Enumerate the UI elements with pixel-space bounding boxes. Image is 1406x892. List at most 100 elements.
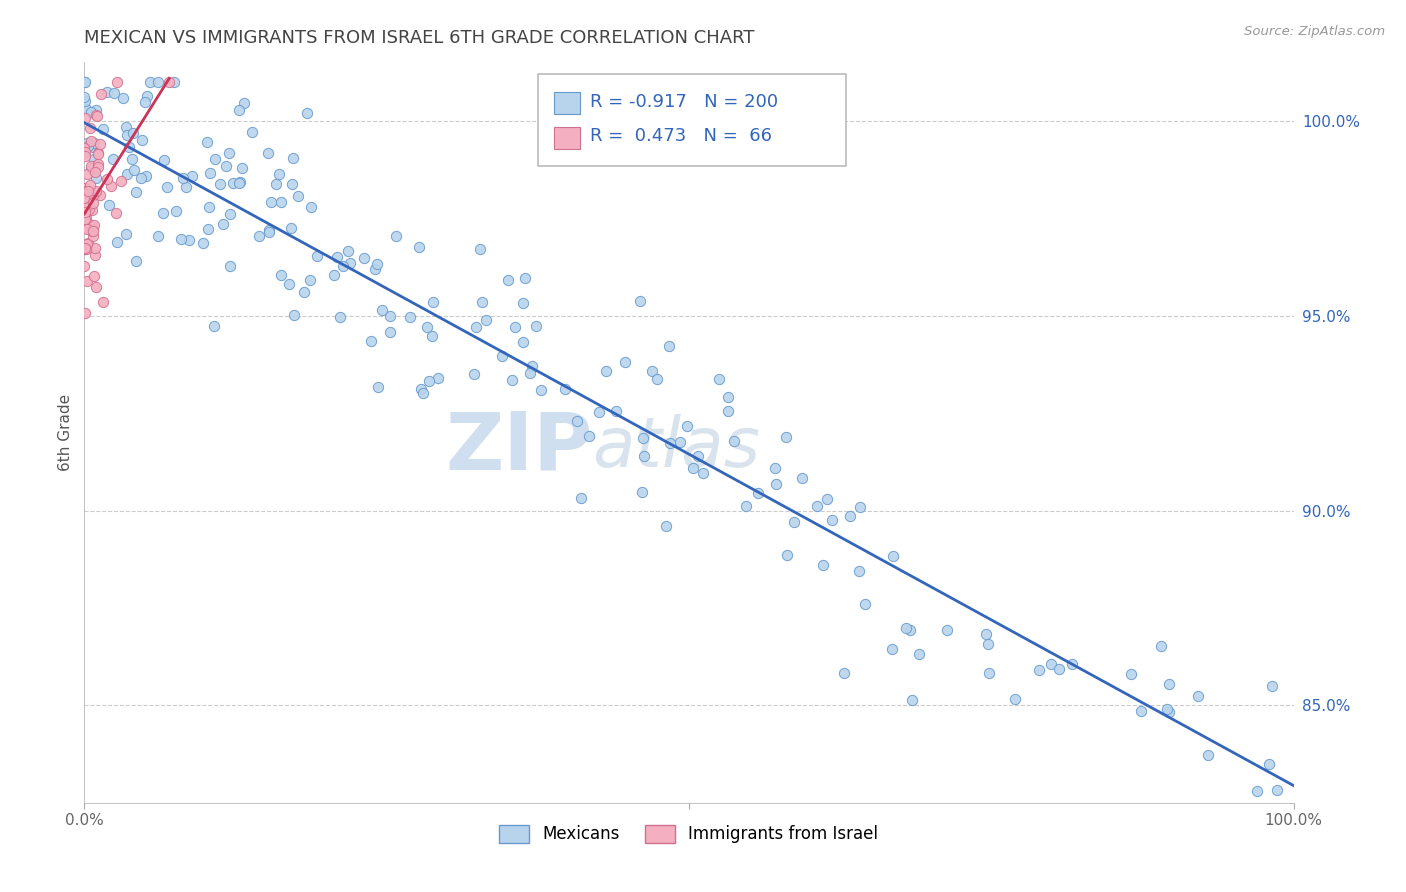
Point [267, 167, 290, 181]
Point [260, 195, 283, 210]
Point [364, 261, 387, 276]
Point [630, 484, 652, 499]
Point [519, 366, 541, 380]
Point [378, 309, 401, 323]
Point [197, 222, 219, 236]
Point [73, 145, 96, 159]
Point [76, 167, 98, 181]
Point [73, 89, 96, 103]
Point [122, 126, 145, 140]
Point [640, 364, 662, 378]
Point [222, 176, 245, 190]
Point [894, 621, 917, 635]
Point [77, 236, 100, 251]
Point [73, 211, 96, 226]
Point [135, 169, 157, 183]
Point [139, 75, 162, 89]
Point [73, 191, 96, 205]
Point [815, 491, 838, 506]
Point [853, 597, 876, 611]
Point [219, 207, 242, 221]
Point [790, 470, 813, 484]
Point [554, 382, 576, 396]
Point [100, 178, 122, 193]
Point [179, 233, 201, 247]
Point [91, 121, 114, 136]
Point [157, 75, 180, 89]
Point [329, 310, 352, 325]
Point [75, 200, 97, 214]
Point [839, 509, 862, 524]
Point [512, 295, 534, 310]
Point [121, 153, 143, 167]
Point [129, 170, 152, 185]
Point [588, 405, 610, 419]
Point [427, 370, 450, 384]
Point [204, 153, 226, 167]
Point [198, 165, 221, 179]
Point [371, 303, 394, 318]
Point [165, 204, 187, 219]
Point [79, 178, 101, 193]
Point [76, 222, 98, 236]
Point [208, 178, 231, 192]
Point [82, 224, 104, 238]
Point [87, 146, 110, 161]
Point [125, 186, 148, 200]
Point [84, 108, 107, 122]
Point [614, 355, 637, 369]
Point [266, 177, 288, 191]
Point [73, 75, 96, 89]
Point [569, 491, 592, 506]
Point [114, 227, 136, 241]
Point [633, 450, 655, 464]
Point [202, 319, 225, 334]
Point [1157, 705, 1180, 719]
Point [1265, 783, 1288, 797]
Point [134, 95, 156, 109]
Point [353, 251, 375, 265]
Point [82, 229, 104, 244]
Point [73, 181, 96, 195]
Point [1028, 663, 1050, 677]
Point [688, 449, 710, 463]
Point [257, 146, 280, 161]
Point [153, 153, 176, 168]
Point [464, 319, 486, 334]
Point [212, 217, 235, 231]
Point [76, 237, 98, 252]
Point [77, 186, 100, 201]
Point [1047, 662, 1070, 676]
FancyBboxPatch shape [538, 73, 846, 166]
Point [91, 294, 114, 309]
Point [73, 111, 96, 125]
Point [148, 75, 170, 89]
Point [471, 294, 494, 309]
Point [821, 513, 844, 527]
Point [475, 313, 498, 327]
Point [412, 386, 434, 401]
Point [84, 280, 107, 294]
Point [908, 648, 931, 662]
Point [107, 75, 129, 89]
Point [565, 414, 588, 428]
Point [118, 140, 141, 154]
Y-axis label: 6th Grade: 6th Grade [58, 394, 73, 471]
Point [408, 240, 430, 254]
Point [1197, 747, 1219, 762]
Point [84, 103, 107, 118]
Point [848, 500, 870, 515]
FancyBboxPatch shape [554, 127, 581, 149]
Point [197, 200, 219, 214]
Point [162, 75, 184, 89]
Point [84, 165, 107, 179]
Point [1004, 692, 1026, 706]
Point [367, 379, 389, 393]
Point [80, 134, 103, 148]
Point [339, 256, 361, 270]
Text: ZIP: ZIP [444, 409, 592, 486]
Point [529, 383, 551, 397]
Point [77, 185, 100, 199]
Point [692, 466, 714, 480]
Point [1150, 640, 1173, 654]
